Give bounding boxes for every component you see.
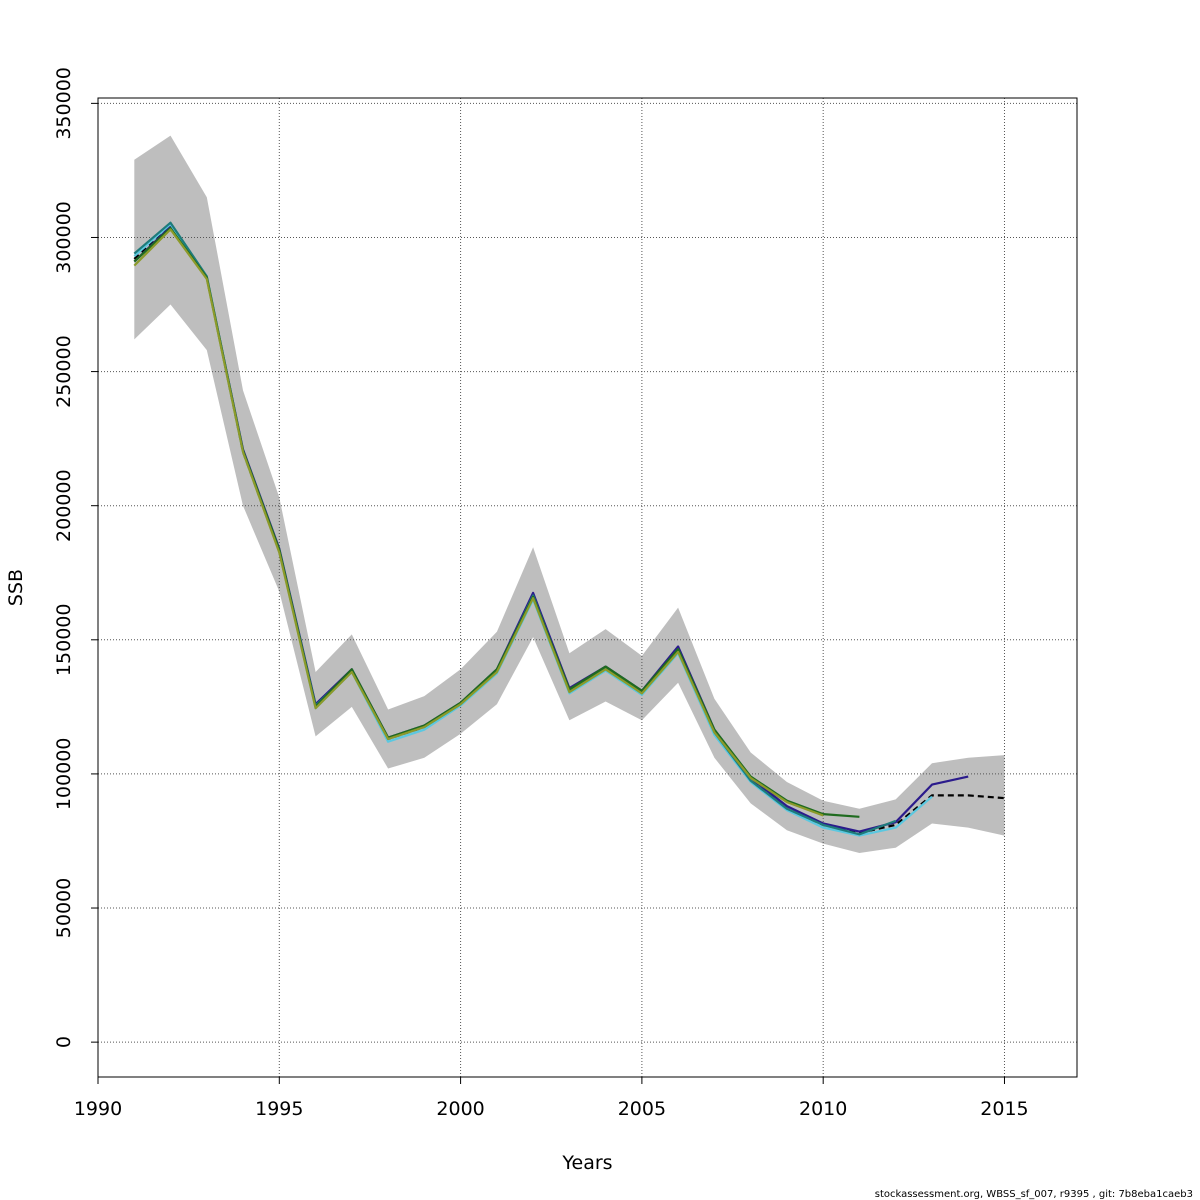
x-tick-label: 2010	[799, 1098, 847, 1120]
y-tick-label: 0	[53, 1036, 75, 1048]
y-tick-label: 150000	[53, 604, 75, 677]
y-tick-label: 250000	[53, 335, 75, 408]
x-tick-label: 2005	[618, 1098, 666, 1120]
y-tick-label: 200000	[53, 469, 75, 542]
series-line-6	[133, 228, 824, 817]
x-axis: 1990 1995 2000 2005 2010 2015	[74, 1076, 1029, 1120]
x-tick-label: 1995	[255, 1098, 303, 1120]
x-tick-label: 2000	[436, 1098, 484, 1120]
x-axis-title: Years	[561, 1152, 612, 1174]
y-axis-title: SSB	[5, 569, 27, 606]
y-axis: 0 50000 100000 150000 200000 250000 300000 3500…	[53, 67, 99, 1048]
series-layer	[133, 221, 1005, 837]
y-tick-label: 100000	[53, 738, 75, 811]
x-tick-label: 1990	[74, 1098, 122, 1120]
x-tick-label: 2015	[980, 1098, 1028, 1120]
grid-layer	[97, 98, 1077, 1077]
y-tick-label: 50000	[53, 878, 75, 938]
y-tick-label: 300000	[53, 201, 75, 274]
footer-note: stockassessment.org, WBSS_sf_007, r9395 …	[875, 1189, 1193, 1200]
y-tick-label: 350000	[53, 67, 75, 140]
